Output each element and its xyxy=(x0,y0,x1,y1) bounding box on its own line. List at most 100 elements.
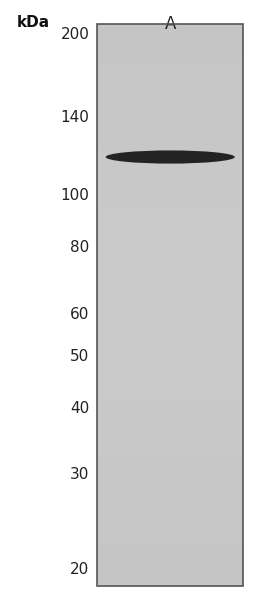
Bar xyxy=(97,422,243,426)
Bar xyxy=(97,450,243,454)
Bar xyxy=(97,538,243,544)
Text: 60: 60 xyxy=(70,306,90,321)
Bar xyxy=(97,384,243,389)
Bar xyxy=(97,24,243,586)
Bar xyxy=(97,426,243,431)
Bar xyxy=(97,66,243,71)
Bar xyxy=(97,548,243,553)
Bar xyxy=(97,197,243,202)
Bar xyxy=(97,253,243,258)
Bar xyxy=(97,309,243,314)
Bar xyxy=(97,220,243,226)
Bar xyxy=(97,510,243,515)
Bar xyxy=(97,131,243,137)
Bar xyxy=(97,57,243,62)
Bar xyxy=(97,169,243,174)
Bar xyxy=(97,33,243,38)
Bar xyxy=(97,440,243,445)
Bar xyxy=(97,431,243,436)
Bar xyxy=(97,482,243,487)
Bar xyxy=(97,295,243,300)
Bar xyxy=(97,314,243,319)
Bar xyxy=(97,24,243,586)
Bar xyxy=(97,71,243,76)
Bar xyxy=(97,407,243,412)
Text: 100: 100 xyxy=(61,188,90,203)
Bar xyxy=(97,398,243,403)
Bar xyxy=(97,304,243,310)
Text: kDa: kDa xyxy=(17,15,50,30)
Bar xyxy=(97,262,243,268)
Bar xyxy=(97,375,243,380)
Bar xyxy=(97,580,243,586)
Bar xyxy=(97,211,243,216)
Bar xyxy=(97,99,243,104)
Bar xyxy=(97,501,243,506)
Bar xyxy=(97,122,243,127)
Bar xyxy=(97,155,243,160)
Bar xyxy=(97,571,243,576)
Text: 140: 140 xyxy=(61,110,90,125)
Bar xyxy=(97,468,243,473)
Bar xyxy=(97,346,243,352)
Bar xyxy=(97,276,243,282)
Bar xyxy=(97,300,243,305)
Bar xyxy=(97,576,243,581)
Bar xyxy=(97,47,243,52)
Bar xyxy=(97,178,243,184)
Bar xyxy=(97,271,243,277)
Text: 80: 80 xyxy=(70,240,90,255)
Bar xyxy=(97,318,243,324)
Bar xyxy=(97,281,243,286)
Bar xyxy=(97,239,243,244)
Bar xyxy=(97,201,243,207)
Bar xyxy=(97,337,243,342)
Bar xyxy=(97,113,243,118)
Bar xyxy=(97,108,243,113)
Bar xyxy=(97,417,243,422)
Bar xyxy=(97,234,243,240)
Bar xyxy=(97,225,243,230)
Bar xyxy=(97,257,243,263)
Bar xyxy=(97,459,243,464)
Bar xyxy=(97,89,243,95)
Bar xyxy=(97,229,243,235)
Bar xyxy=(97,552,243,558)
Bar xyxy=(97,117,243,123)
Bar xyxy=(97,393,243,398)
Bar xyxy=(97,515,243,520)
Ellipse shape xyxy=(106,151,235,163)
Bar xyxy=(97,496,243,501)
Text: 200: 200 xyxy=(61,27,90,42)
Bar xyxy=(97,351,243,356)
Text: A: A xyxy=(165,15,176,34)
Bar xyxy=(97,356,243,361)
Bar xyxy=(97,328,243,333)
Bar xyxy=(97,412,243,417)
Bar xyxy=(97,150,243,156)
Bar xyxy=(97,164,243,170)
Bar xyxy=(97,145,243,151)
Bar xyxy=(97,24,243,29)
Bar xyxy=(97,141,243,146)
Bar xyxy=(97,183,243,188)
Bar xyxy=(97,75,243,81)
Bar xyxy=(97,464,243,468)
Bar xyxy=(97,529,243,534)
Bar xyxy=(97,215,243,221)
Bar xyxy=(97,206,243,212)
Bar xyxy=(97,403,243,408)
Bar xyxy=(97,43,243,48)
Bar xyxy=(97,524,243,529)
Bar xyxy=(97,85,243,90)
Bar xyxy=(97,543,243,548)
Bar xyxy=(97,436,243,440)
Bar xyxy=(97,361,243,366)
Text: 20: 20 xyxy=(70,562,90,576)
Bar xyxy=(97,557,243,562)
Bar xyxy=(97,454,243,459)
Bar xyxy=(97,290,243,296)
Bar xyxy=(97,94,243,99)
Bar xyxy=(97,173,243,179)
Bar xyxy=(97,136,243,142)
